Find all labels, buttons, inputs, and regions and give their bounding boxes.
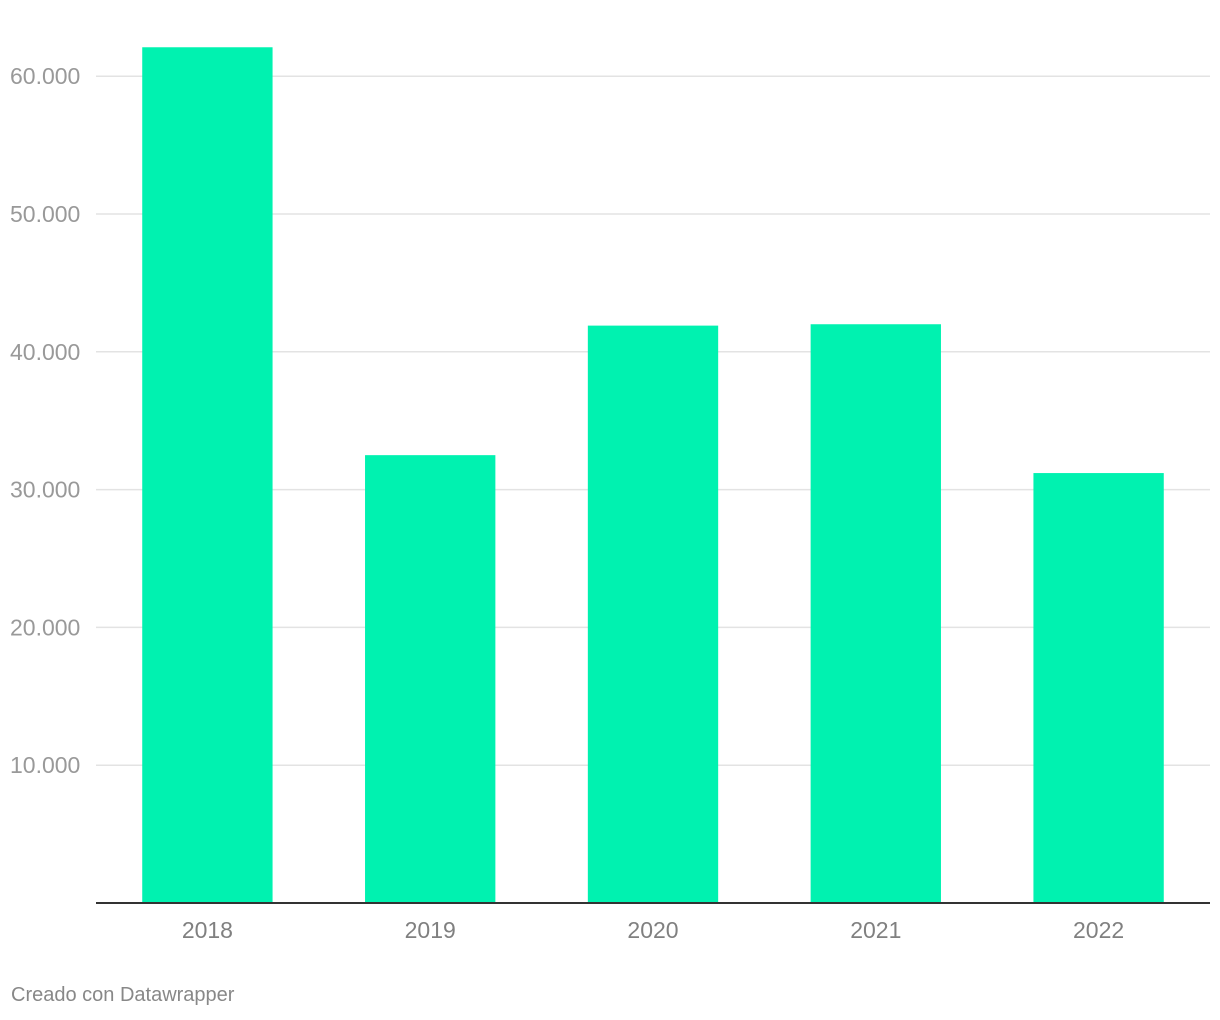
y-tick-label: 10.000: [10, 752, 80, 778]
bar-2021: [810, 324, 941, 903]
y-tick-label: 20.000: [10, 614, 80, 640]
bars: [142, 47, 1164, 903]
x-tick-label: 2022: [1073, 917, 1124, 943]
x-tick-label: 2019: [405, 917, 456, 943]
bar-2018: [142, 47, 273, 903]
y-tick-label: 40.000: [10, 339, 80, 365]
bar-chart: 10.000 20.000 30.000 40.000 50.000 60.000 201…: [10, 47, 1210, 943]
x-axis-ticks: 2018 2019 2020 2021 2022: [182, 917, 1124, 943]
credit-text: Creado con Datawrapper: [11, 984, 235, 1006]
bar-2020: [587, 325, 719, 903]
x-tick-label: 2021: [850, 917, 901, 943]
x-tick-label: 2020: [627, 917, 678, 943]
bar-2022: [1033, 473, 1164, 903]
bar-2019: [365, 455, 496, 903]
x-tick-label: 2018: [182, 917, 233, 943]
y-tick-label: 60.000: [10, 63, 80, 89]
y-axis-ticks: 10.000 20.000 30.000 40.000 50.000 60.000: [10, 63, 80, 778]
y-tick-label: 50.000: [10, 201, 80, 227]
y-tick-label: 30.000: [10, 477, 80, 503]
